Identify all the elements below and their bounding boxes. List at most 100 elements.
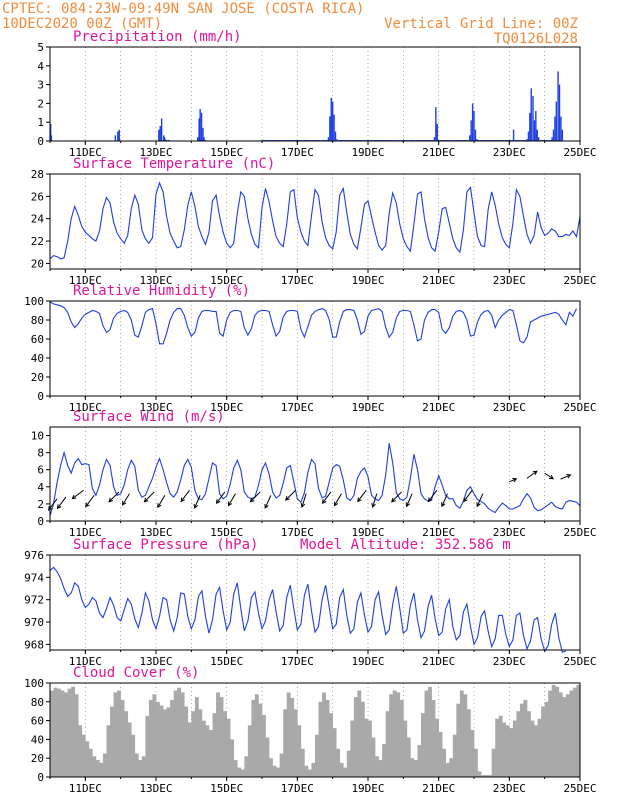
- x-tick-label: 23DEC: [493, 146, 526, 159]
- wind-arrowhead: [427, 497, 433, 503]
- y-tick-label: 976: [24, 549, 44, 562]
- cloud-bar: [141, 756, 146, 777]
- y-tick-label: 2: [37, 498, 44, 511]
- cloud-bar: [198, 709, 203, 777]
- cloud-bar: [223, 711, 227, 777]
- wind-arrow: [476, 493, 484, 507]
- precip-bar: [526, 139, 528, 141]
- x-tick-label: 13DEC: [139, 526, 172, 539]
- precip-bar: [114, 135, 117, 141]
- x-tick-label: 13DEC: [139, 655, 172, 668]
- cloud-bar: [272, 765, 277, 777]
- precip-bar: [551, 137, 553, 141]
- precip-bar: [331, 101, 334, 141]
- precip-bar: [512, 129, 515, 141]
- cloud-bar: [81, 734, 86, 777]
- precip-bar: [159, 125, 161, 141]
- cloud-bar: [244, 756, 249, 777]
- cloud-bar: [251, 699, 256, 777]
- wind-arrowhead: [371, 502, 376, 508]
- cloud-bar: [138, 760, 143, 777]
- cloud-bar: [565, 694, 570, 777]
- y-tick-label: 4: [37, 481, 44, 494]
- wind-arrow: [357, 489, 367, 502]
- cloud-bar: [95, 760, 100, 777]
- wind-arrow: [391, 491, 402, 503]
- wind-arrowhead: [71, 494, 77, 500]
- wind-arrowhead: [215, 499, 221, 504]
- cloud-bar: [350, 720, 355, 777]
- cloud-bar: [117, 690, 121, 777]
- precip-bar: [527, 131, 530, 141]
- panel-frame: [49, 300, 581, 397]
- precip-bar: [334, 131, 337, 141]
- x-tick-label: 15DEC: [210, 655, 243, 668]
- cloud-bar: [435, 718, 439, 777]
- cloud-bar: [519, 703, 524, 777]
- cloud-bar: [170, 699, 174, 777]
- panel-title: Cloud Cover (%): [73, 665, 199, 681]
- x-tick-label: 19DEC: [351, 782, 384, 795]
- wind-arrow: [194, 495, 201, 509]
- y-tick-label: 974: [24, 571, 44, 584]
- x-tick-label: 19DEC: [351, 274, 384, 287]
- cloud-bar: [276, 767, 280, 777]
- cloud-bar: [92, 756, 97, 777]
- wind-arrowhead: [532, 470, 538, 476]
- precip-bar: [330, 97, 332, 141]
- precip-bar: [470, 120, 472, 141]
- cloud-bar: [88, 748, 93, 777]
- precip-bar: [532, 95, 534, 141]
- precip-bar: [333, 114, 335, 141]
- y-tick-label: 20: [31, 257, 44, 270]
- cloud-bar: [110, 706, 114, 777]
- x-tick-label: 21DEC: [422, 655, 455, 668]
- cloud-bar: [484, 775, 489, 777]
- wind-arrow: [85, 495, 95, 507]
- x-tick-label: 17DEC: [281, 655, 314, 668]
- cloud-bar: [505, 725, 510, 777]
- cloud-bar: [60, 690, 65, 777]
- wind-arrowhead: [476, 502, 481, 508]
- cloud-bar: [209, 730, 213, 777]
- y-tick-label: 24: [31, 213, 45, 226]
- cloud-bar: [399, 699, 404, 777]
- x-tick-label: 25DEC: [563, 526, 596, 539]
- x-tick-label: 15DEC: [210, 274, 243, 287]
- panel-title: Relative Humidity (%): [73, 283, 250, 299]
- wind-arrow: [322, 491, 332, 504]
- wind-arrowhead: [180, 497, 186, 503]
- wind-arrowhead: [405, 502, 411, 508]
- wind-arrowhead: [285, 496, 290, 501]
- precip-bar: [163, 135, 165, 141]
- header-station: CPTEC: 084:23W-09:49N SAN JOSE (COSTA RI…: [2, 1, 364, 17]
- cloud-bar: [124, 711, 129, 777]
- wind-arrow: [334, 493, 342, 506]
- wind-arrowhead: [512, 477, 518, 483]
- cloud-bar: [449, 758, 454, 777]
- precip-bar: [327, 137, 330, 141]
- wind-arrow: [544, 472, 554, 480]
- cloud-bar: [541, 706, 545, 777]
- precip-bar: [476, 139, 478, 141]
- wind-arrowhead: [108, 497, 114, 503]
- precip-bar: [471, 103, 474, 141]
- precip-bar: [469, 135, 471, 141]
- precip-bar: [555, 101, 558, 141]
- cloud-bar: [445, 762, 450, 777]
- cloud-bar: [456, 703, 461, 777]
- cloud-bar: [106, 725, 111, 777]
- panel-annotation: Model Altitude: 352.586 m: [300, 537, 511, 553]
- cloud-bar: [269, 758, 273, 777]
- x-tick-label: 13DEC: [139, 274, 172, 287]
- precip-bar: [203, 137, 205, 141]
- cloud-bar: [551, 684, 556, 777]
- precip-bar: [336, 139, 338, 141]
- cloud-bar: [357, 690, 362, 777]
- precip-bar: [160, 118, 163, 141]
- cloud-bar: [180, 692, 185, 777]
- cloud-bar: [562, 697, 567, 777]
- x-tick-label: 19DEC: [351, 655, 384, 668]
- precip-bar: [198, 118, 200, 141]
- precip-bar: [158, 129, 160, 141]
